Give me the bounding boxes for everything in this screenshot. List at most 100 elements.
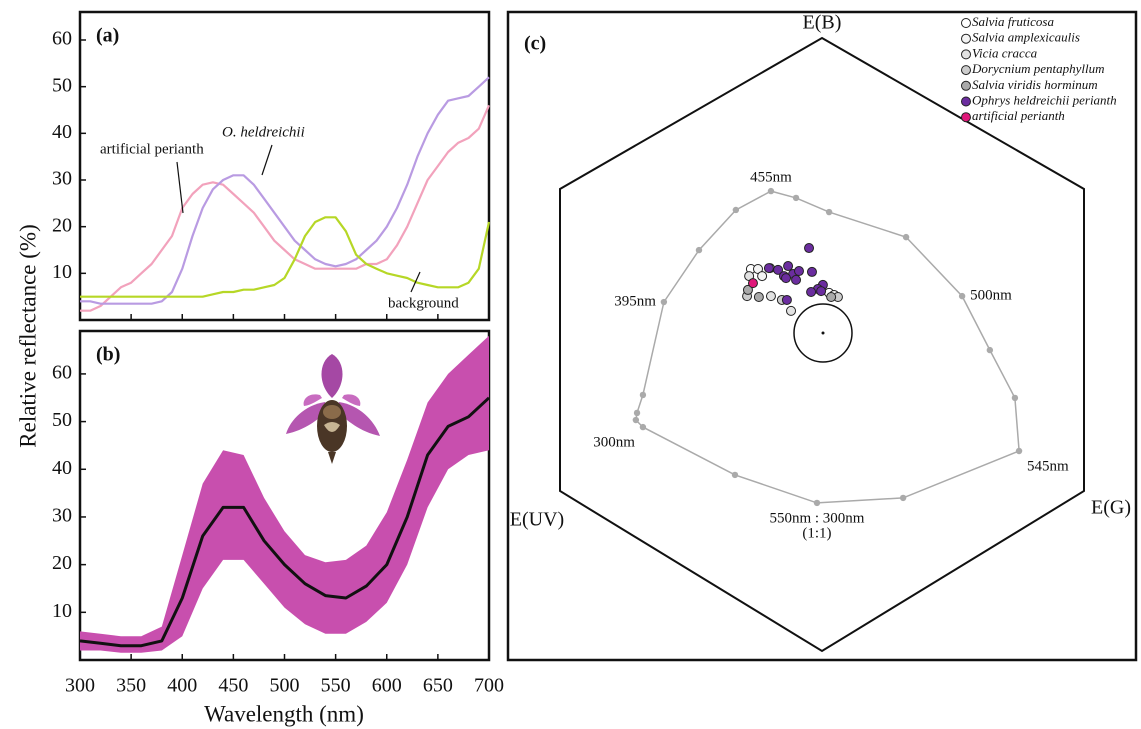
locus-point (731, 471, 739, 479)
y-tick-label: 40 (52, 457, 72, 479)
annotation-leader (261, 144, 273, 176)
data-point (753, 292, 764, 303)
locus-point (767, 187, 775, 195)
data-point (806, 286, 817, 297)
x-tick-label: 650 (423, 675, 453, 697)
annotation: background (388, 295, 459, 311)
color-hexagon (559, 36, 1085, 653)
locus-point (792, 194, 800, 202)
locus-point (660, 298, 668, 306)
legend-marker (961, 18, 971, 28)
legend-label: Ophrys heldreichii perianth (972, 92, 1117, 107)
locus-point (732, 206, 740, 214)
locus-label: 395nm (614, 293, 656, 309)
panel-c-frame (506, 10, 1138, 662)
legend-label: Salvia fruticosa (972, 14, 1054, 29)
y-tick-label: 20 (52, 552, 72, 574)
y-axis-label: Relative reflectance (%) (15, 224, 40, 447)
locus-point (633, 409, 641, 417)
locus-point (1015, 447, 1023, 455)
locus-label: (1:1) (802, 525, 831, 541)
x-tick-label: 500 (270, 675, 300, 697)
locus-label: 550nm : 300nm (769, 510, 864, 526)
locus-label: 545nm (1027, 458, 1069, 474)
vertex-label: E(UV) (510, 509, 564, 531)
series-line (80, 104, 491, 312)
legend-marker (961, 65, 971, 76)
vertex-label: E(B) (803, 12, 842, 34)
x-tick-label: 350 (116, 675, 146, 697)
data-point (783, 261, 794, 272)
y-tick-label: 50 (52, 409, 72, 431)
legend-label: Vicia cracca (972, 45, 1038, 60)
locus-point (632, 416, 640, 424)
legend-label: artificial perianth (972, 108, 1065, 123)
data-point (781, 294, 792, 305)
legend-marker (961, 33, 971, 44)
legend-marker (961, 112, 971, 123)
locus-point (902, 233, 910, 241)
locus-point (813, 499, 821, 507)
y-tick-label: 50 (52, 74, 72, 96)
data-point (791, 274, 802, 285)
x-tick-label: 700 (474, 675, 504, 697)
locus-point (986, 346, 994, 354)
y-tick-label: 20 (52, 214, 72, 236)
y-tick-label: 10 (52, 600, 72, 622)
annotation-leader (410, 271, 421, 293)
data-point (773, 264, 784, 275)
data-point (763, 263, 774, 274)
data-point (826, 292, 837, 303)
data-point (781, 273, 792, 284)
locus-label: 500nm (970, 288, 1012, 304)
annotation-leader (176, 161, 184, 214)
data-point (765, 291, 776, 302)
y-tick-label: 60 (52, 28, 72, 50)
panel-label: (a) (96, 25, 119, 47)
x-tick-label: 450 (218, 675, 248, 697)
data-point (757, 271, 768, 282)
x-tick-label: 550 (321, 675, 351, 697)
locus-point (899, 494, 907, 502)
y-tick-label: 40 (52, 121, 72, 143)
y-tick-label: 30 (52, 168, 72, 190)
legend-label: Dorycnium pentaphyllum (971, 61, 1105, 76)
data-point (742, 284, 753, 295)
series-line (80, 216, 491, 298)
legend-marker (961, 96, 971, 107)
locus-label: 455nm (750, 170, 792, 186)
legend-marker (961, 49, 971, 60)
locus-point (825, 208, 833, 216)
x-axis-label: Wavelength (nm) (204, 701, 364, 726)
x-tick-label: 300 (65, 675, 95, 697)
data-point (806, 266, 817, 277)
data-point (747, 278, 758, 289)
data-point (786, 305, 797, 316)
x-tick-label: 600 (372, 675, 402, 697)
data-point (793, 266, 804, 277)
locus-point (695, 246, 703, 254)
x-tick-label: 400 (167, 675, 197, 697)
threshold-circle (793, 303, 853, 363)
y-tick-label: 60 (52, 362, 72, 384)
legend-label: Salvia viridis horminum (972, 77, 1098, 92)
data-point (816, 286, 827, 297)
panel-label: (c) (524, 33, 546, 55)
y-tick-label: 10 (52, 261, 72, 283)
locus-point (958, 292, 966, 300)
legend-label: Salvia amplexicaulis (972, 30, 1080, 45)
series-line (79, 396, 491, 648)
spectral-locus (635, 190, 1020, 504)
locus-point (639, 391, 647, 399)
sd-band (80, 335, 489, 653)
orchid-photo (286, 354, 380, 464)
panel-label: (b) (96, 344, 120, 366)
locus-point (1011, 394, 1019, 402)
locus-point (639, 423, 647, 431)
data-point (804, 243, 815, 254)
y-tick-label: 30 (52, 505, 72, 527)
annotation: artificial perianth (100, 141, 204, 157)
annotation: O. heldreichii (222, 124, 305, 140)
locus-label: 300nm (593, 435, 635, 451)
